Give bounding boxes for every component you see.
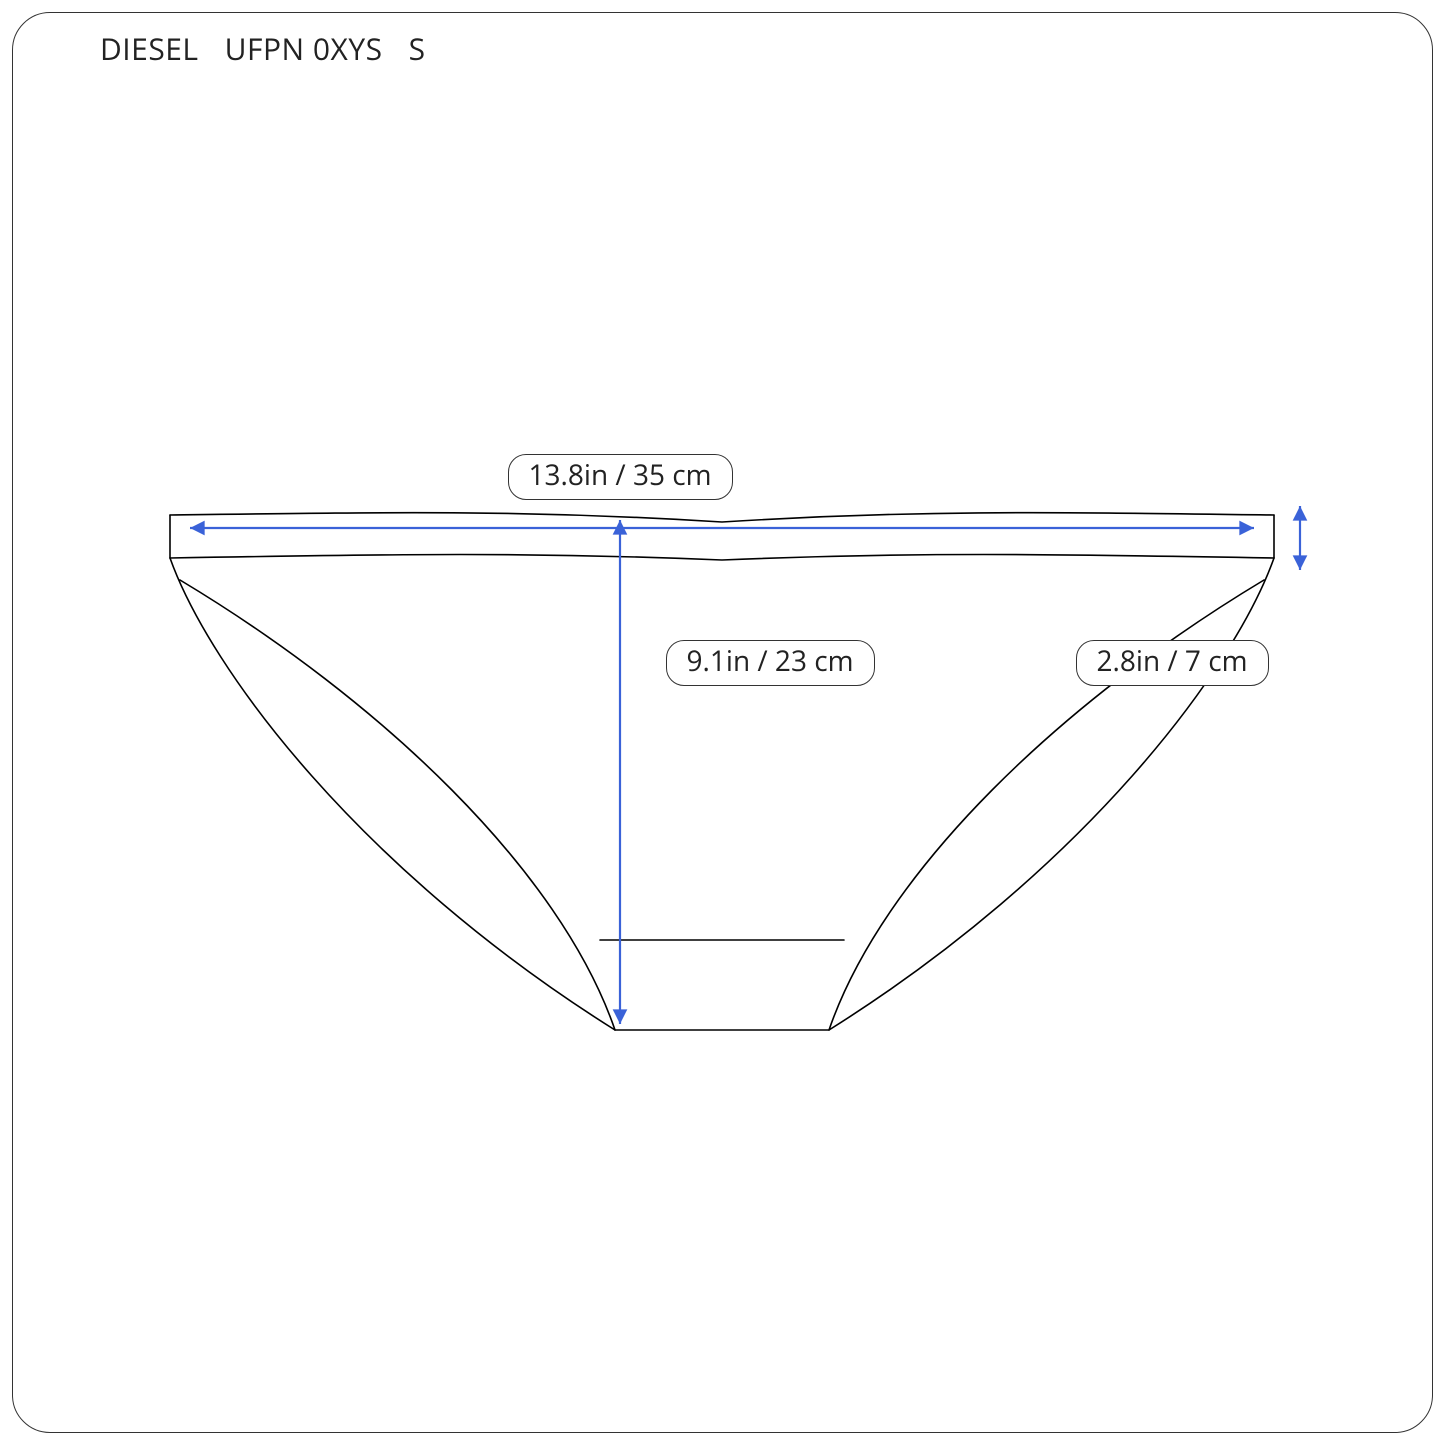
width-measurement-label: 13.8in / 35 cm [508, 454, 733, 500]
side-measurement-label: 2.8in / 7 cm [1076, 640, 1269, 686]
garment-outline [170, 513, 1274, 1030]
measurement-arrows [190, 506, 1300, 1024]
measurement-diagram [0, 0, 1445, 1445]
height-measurement-label: 9.1in / 23 cm [666, 640, 875, 686]
